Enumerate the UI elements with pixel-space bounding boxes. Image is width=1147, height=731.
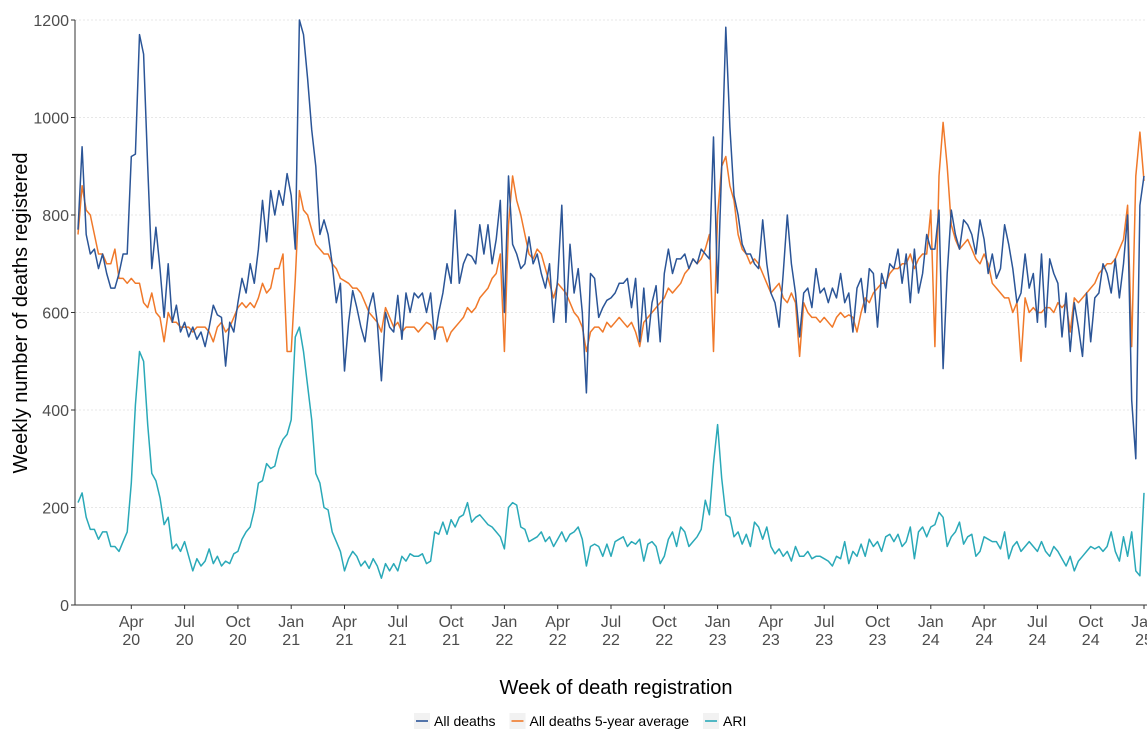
y-tick-label: 1000 bbox=[33, 111, 69, 128]
series-line-ari bbox=[77, 326, 1145, 579]
x-tick-label-month: Jan bbox=[918, 614, 944, 631]
x-tick-labels: Apr20Jul20Oct20Jan21Apr21Jul21Oct21Jan22… bbox=[119, 605, 1147, 649]
x-tick-label-year: 24 bbox=[1082, 632, 1100, 649]
x-tick-label-year: 24 bbox=[975, 632, 993, 649]
x-tick-label-month: Jul bbox=[174, 614, 194, 631]
series-line-all-deaths-5-year-average bbox=[77, 121, 1145, 363]
x-tick-label-month: Oct bbox=[865, 614, 890, 631]
y-tick-label: 600 bbox=[42, 306, 69, 323]
x-tick-label-year: 21 bbox=[389, 632, 407, 649]
x-tick-label-year: 23 bbox=[869, 632, 887, 649]
x-tick-label-year: 20 bbox=[229, 632, 247, 649]
x-tick-label-year: 21 bbox=[282, 632, 300, 649]
y-tick-label: 1200 bbox=[33, 13, 69, 30]
x-tick-label-month: Oct bbox=[439, 614, 464, 631]
x-tick-label-month: Apr bbox=[332, 614, 358, 631]
x-tick-label-month: Oct bbox=[652, 614, 677, 631]
gridlines bbox=[75, 19, 1147, 508]
x-tick-label-year: 22 bbox=[655, 632, 673, 649]
x-tick-label-year: 23 bbox=[709, 632, 727, 649]
x-tick-label-month: Apr bbox=[119, 614, 145, 631]
x-tick-label-month: Apr bbox=[758, 614, 784, 631]
x-tick-label-year: 23 bbox=[762, 632, 780, 649]
x-tick-label-year: 22 bbox=[496, 632, 514, 649]
legend-label-all-deaths-5-year-average: All deaths 5-year average bbox=[529, 713, 689, 729]
legend: All deaths All deaths 5-year average ARI bbox=[414, 713, 746, 729]
series-line-all-deaths bbox=[77, 19, 1145, 460]
legend-label-ari: ARI bbox=[723, 713, 746, 729]
x-tick-label-month: Jul bbox=[814, 614, 834, 631]
y-axis-title: Weekly number of deaths registered bbox=[10, 153, 32, 474]
x-tick-label-month: Apr bbox=[972, 614, 998, 631]
x-tick-label-year: 23 bbox=[815, 632, 833, 649]
y-tick-label: 200 bbox=[42, 501, 69, 518]
x-tick-label-year: 22 bbox=[602, 632, 620, 649]
series-group bbox=[77, 19, 1145, 579]
x-tick-label-year: 21 bbox=[442, 632, 460, 649]
x-tick-label-month: Jan bbox=[278, 614, 304, 631]
x-tick-label-year: 25 bbox=[1135, 632, 1147, 649]
x-tick-label-month: Jul bbox=[1027, 614, 1047, 631]
x-tick-label-month: Jan bbox=[492, 614, 518, 631]
x-tick-label-month: Jul bbox=[388, 614, 408, 631]
y-tick-labels: 0 200 400 600 800 1000 1200 bbox=[33, 13, 75, 615]
x-tick-label-year: 24 bbox=[1029, 632, 1047, 649]
x-tick-label-year: 21 bbox=[336, 632, 354, 649]
x-tick-label-year: 20 bbox=[122, 632, 140, 649]
y-tick-label: 400 bbox=[42, 403, 69, 420]
y-tick-label: 800 bbox=[42, 208, 69, 225]
y-tick-label: 0 bbox=[60, 598, 69, 615]
x-tick-label-month: Oct bbox=[1078, 614, 1103, 631]
x-tick-label-month: Jul bbox=[601, 614, 621, 631]
x-tick-label-month: Jan bbox=[1131, 614, 1147, 631]
x-tick-label-year: 22 bbox=[549, 632, 567, 649]
legend-label-all-deaths: All deaths bbox=[434, 713, 495, 729]
x-tick-label-month: Apr bbox=[545, 614, 571, 631]
x-tick-label-year: 24 bbox=[922, 632, 940, 649]
x-axis-title: Week of death registration bbox=[499, 677, 732, 699]
x-tick-label-month: Jan bbox=[705, 614, 731, 631]
x-tick-label-month: Oct bbox=[225, 614, 250, 631]
x-tick-label-year: 20 bbox=[176, 632, 194, 649]
